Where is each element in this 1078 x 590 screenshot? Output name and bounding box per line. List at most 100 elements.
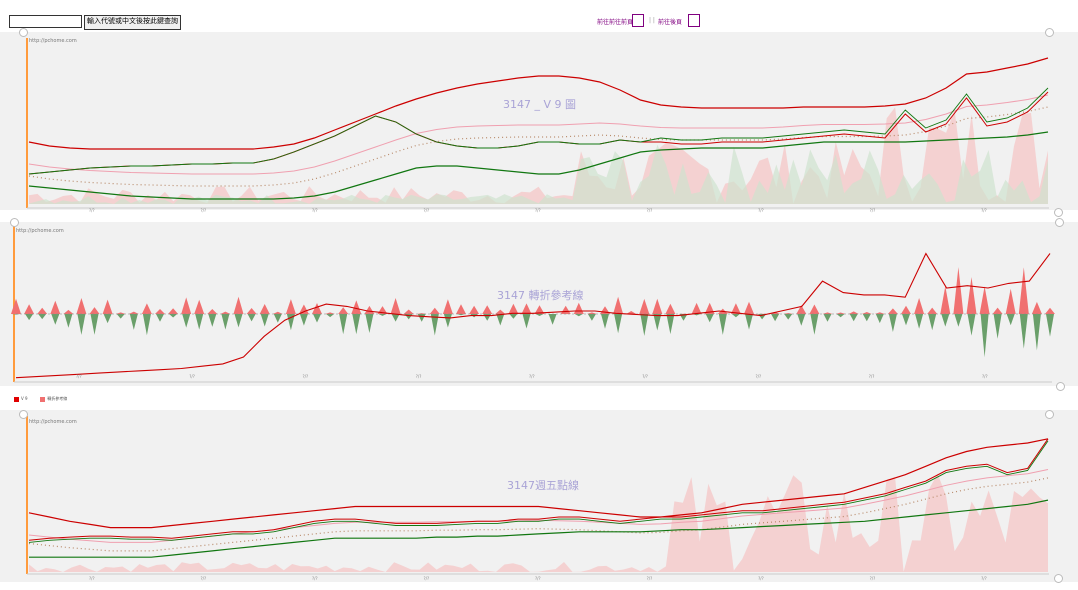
turning-bar-down bbox=[941, 314, 950, 327]
turning-bar-up bbox=[312, 303, 322, 314]
turning-bar-up bbox=[181, 297, 192, 314]
turning-bar-up bbox=[1005, 288, 1016, 314]
x-tick-label: ?/? bbox=[535, 576, 541, 581]
turning-bar-down bbox=[888, 314, 897, 332]
turning-bar-up bbox=[155, 309, 165, 314]
query-button[interactable]: 輸入代號或中文後按此鍵查詢 bbox=[84, 15, 181, 30]
turning-bar-up bbox=[861, 312, 872, 314]
turning-bar-up bbox=[456, 304, 466, 314]
turning-bar-down bbox=[273, 314, 282, 323]
x-tick-label: ?/? bbox=[201, 208, 207, 213]
turning-bar-up bbox=[796, 305, 807, 314]
x-tick-label: ?/? bbox=[982, 374, 988, 379]
turning-bar-down bbox=[195, 314, 204, 330]
turning-bar-up bbox=[940, 286, 951, 314]
source-label: http://pchome.com bbox=[16, 228, 64, 234]
x-tick-label: ?/? bbox=[981, 208, 987, 213]
turning-bar-down bbox=[391, 314, 400, 322]
turning-bar-down bbox=[902, 314, 910, 326]
turning-bar-up bbox=[246, 308, 257, 314]
upper-band-line bbox=[28, 57, 1049, 150]
turning-bar-down bbox=[129, 314, 138, 330]
x-tick-label: ?/? bbox=[870, 576, 876, 581]
turning-bar-up bbox=[429, 307, 440, 314]
turning-bar-down bbox=[692, 314, 701, 316]
turning-bar-up bbox=[901, 305, 911, 314]
price-line bbox=[28, 438, 1049, 541]
turning-bar-down bbox=[980, 314, 989, 358]
chart-weekly-svg: http://pchome.com 3147週五點線 ?/? ?/? ?/? ?/??… bbox=[26, 416, 1049, 581]
x-tick-label: ?/? bbox=[312, 576, 318, 581]
turning-bar-up bbox=[115, 312, 126, 314]
x-tick-label: ?/? bbox=[869, 374, 875, 379]
turning-bar-up bbox=[141, 303, 152, 314]
turning-bar-up bbox=[744, 301, 754, 314]
turning-bar-down bbox=[38, 314, 47, 320]
chart-turning-svg: http://pchome.com 3147 轉折參考線 ?/? ?/? ?/? ?/… bbox=[11, 224, 1055, 383]
turning-bar-up bbox=[730, 303, 741, 314]
turning-bar-up bbox=[848, 311, 859, 314]
zoom-handle-right[interactable] bbox=[1045, 410, 1054, 419]
turning-bar-up bbox=[37, 307, 48, 314]
turning-bar-down bbox=[928, 314, 937, 331]
turning-bar-up bbox=[822, 312, 833, 314]
x-tick-label: ?/? bbox=[189, 374, 195, 379]
stock-code-input[interactable] bbox=[9, 15, 82, 28]
x-tick-label: ?/? bbox=[756, 374, 762, 379]
zoom-handle-left[interactable] bbox=[10, 218, 19, 227]
next-page-button[interactable] bbox=[688, 14, 700, 27]
turning-bar-down bbox=[483, 314, 492, 321]
volume-area-red bbox=[29, 107, 1048, 204]
x-tick-label: ?/? bbox=[647, 576, 653, 581]
series-lines bbox=[28, 57, 1049, 200]
turning-bar-down bbox=[731, 314, 740, 318]
turning-bar-up bbox=[704, 302, 715, 314]
turning-bar-down bbox=[653, 314, 662, 331]
prev-page-link[interactable]: 前往前往前頁 bbox=[597, 19, 634, 26]
turning-bar-up bbox=[992, 307, 1003, 314]
turning-bar-down bbox=[666, 314, 675, 335]
turning-bar-up bbox=[207, 309, 218, 314]
turning-bar-down bbox=[823, 314, 832, 322]
turning-bar-down bbox=[1006, 314, 1015, 326]
chart-title: 3147 _ V 9 圖 bbox=[503, 98, 576, 111]
zoom-handle-bottom[interactable] bbox=[1054, 574, 1063, 583]
turning-bar-up bbox=[76, 298, 87, 314]
zoom-handle-right[interactable] bbox=[1045, 28, 1054, 37]
turning-bar-up bbox=[1045, 307, 1055, 314]
next-page-link[interactable]: 前往後頁 bbox=[658, 19, 683, 26]
turning-bar-up bbox=[586, 312, 597, 314]
price-line-green bbox=[28, 87, 1049, 175]
zoom-handle-right[interactable] bbox=[1055, 218, 1064, 227]
turning-bar-up bbox=[24, 304, 35, 314]
turning-bar-down bbox=[90, 314, 99, 335]
turning-bar-down bbox=[260, 314, 269, 327]
prev-page-button[interactable] bbox=[632, 14, 644, 27]
chart-panel-turning: http://pchome.com 3147 轉折參考線 ?/? ?/? ?/? ?/… bbox=[0, 218, 1078, 391]
turning-bar-up bbox=[50, 300, 61, 314]
turning-bar-down bbox=[156, 314, 164, 322]
turning-bar-up bbox=[534, 305, 545, 314]
zoom-handle-left[interactable] bbox=[19, 410, 28, 419]
turning-bar-down bbox=[51, 314, 60, 325]
turning-bar-down bbox=[614, 314, 623, 334]
x-tick-label: ?/? bbox=[201, 576, 207, 581]
turning-bar-down bbox=[784, 314, 793, 320]
turning-bar-down bbox=[142, 314, 151, 336]
turning-bar-up bbox=[272, 311, 283, 314]
turning-bar-down bbox=[234, 314, 243, 328]
volume-area bbox=[29, 107, 1048, 204]
zoom-handle-bottom[interactable] bbox=[1056, 382, 1065, 391]
zoom-handle-left[interactable] bbox=[19, 28, 28, 37]
zoom-handle-bottom[interactable] bbox=[1054, 208, 1063, 217]
turning-bar-up bbox=[639, 298, 650, 314]
v9-line bbox=[15, 252, 1051, 379]
turning-bar-up bbox=[351, 300, 362, 314]
turning-bar-down bbox=[77, 314, 86, 335]
turning-bar-up bbox=[1031, 301, 1042, 314]
turning-bar-up bbox=[220, 311, 231, 314]
chart-panel-weekly: http://pchome.com 3147週五點線 ?/? ?/? ?/? ?/??… bbox=[0, 410, 1078, 583]
turning-bar-up bbox=[338, 307, 349, 314]
turning-bar-down bbox=[522, 314, 531, 329]
turning-bar-down bbox=[1019, 314, 1028, 349]
